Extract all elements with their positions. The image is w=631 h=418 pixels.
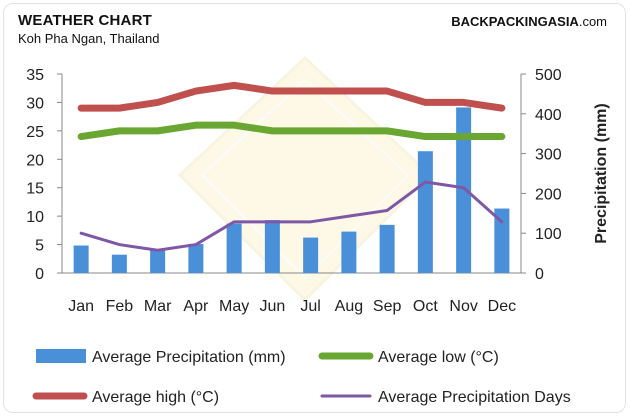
right-tick-label: 400 (535, 107, 562, 124)
brand-part-2: ASIA (547, 14, 579, 29)
precipitation-bar (73, 245, 89, 273)
brand-logo-text: BACKPACKINGASIA.com (451, 14, 607, 29)
precipitation-bar (226, 223, 242, 273)
series-line-average-low-c (77, 121, 506, 141)
legend-label: Average low (°C) (378, 349, 499, 366)
legend-label: Average Precipitation Days (378, 389, 571, 406)
brand-part-3: .com (578, 14, 607, 29)
right-tick-label: 100 (535, 226, 562, 243)
precipitation-bar (341, 231, 357, 273)
axis-labels: 0 5 10 15 20 25 30 35 0 100 200 300 400 500 Jan Feb Mar A… (26, 67, 610, 315)
right-axis-title: Precipitation (mm) (593, 103, 610, 243)
left-tick-label: 20 (26, 152, 44, 169)
watermark-logo (177, 55, 433, 303)
precipitation-bar (417, 151, 433, 273)
precipitation-bar (111, 254, 127, 273)
chart-card: WEATHER CHART Koh Pha Ngan, Thailand BAC… (3, 3, 626, 413)
brand-part-1: BACKPACKING (451, 14, 548, 29)
left-tick-label: 10 (26, 209, 44, 226)
right-tick-label: 300 (535, 147, 562, 164)
precipitation-bar (188, 243, 204, 273)
precipitation-bar (150, 249, 166, 273)
left-tick-label: 35 (26, 67, 44, 84)
series-line-average-high-c (77, 81, 506, 112)
left-tick-label: 30 (26, 95, 44, 112)
x-tick-label: Aug (335, 298, 363, 315)
x-tick-label: Apr (183, 298, 209, 315)
series-lines (77, 81, 506, 252)
left-tick-label: 5 (35, 238, 44, 255)
x-tick-label: Feb (106, 298, 134, 315)
x-tick-label: Jul (300, 298, 320, 315)
precipitation-bar (303, 237, 319, 273)
left-tick-label: 0 (35, 266, 44, 283)
series-line-average-precipitation-days (79, 180, 504, 252)
x-tick-label: Jun (259, 298, 285, 315)
legend-label: Average Precipitation (mm) (92, 349, 286, 366)
x-tick-label: Dec (488, 298, 516, 315)
precipitation-bar (494, 208, 510, 273)
right-tick-label: 200 (535, 186, 562, 203)
x-tick-label: May (219, 298, 249, 315)
x-tick-label: Nov (449, 298, 477, 315)
right-tick-label: 0 (535, 266, 544, 283)
left-tick-label: 15 (26, 181, 44, 198)
legend-swatch-bar (36, 349, 86, 363)
chart-title: WEATHER CHART (18, 12, 152, 29)
left-tick-label: 25 (26, 124, 44, 141)
precipitation-bars (73, 107, 510, 273)
chart-axes (57, 73, 526, 274)
right-tick-label: 500 (535, 67, 562, 84)
x-tick-label: Oct (413, 298, 438, 315)
precipitation-bar (379, 224, 395, 273)
chart-legend: Average Precipitation (mm) Average low (°… (32, 349, 571, 406)
legend-label: Average high (°C) (92, 389, 219, 406)
precipitation-bar (264, 220, 280, 273)
chart-subtitle: Koh Pha Ngan, Thailand (18, 31, 160, 46)
precipitation-bar (456, 107, 472, 273)
x-tick-label: Mar (144, 298, 172, 315)
x-tick-label: Sep (373, 298, 402, 315)
x-tick-label: Jan (68, 298, 94, 315)
